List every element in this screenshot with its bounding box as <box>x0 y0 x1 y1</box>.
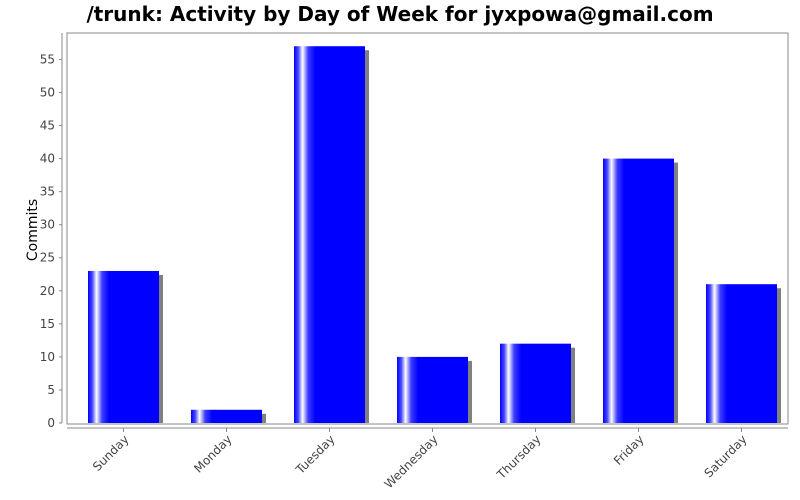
y-tick-label: 15 <box>40 317 55 331</box>
x-tick-label: Sunday <box>90 432 132 474</box>
x-tick-label: Tuesday <box>292 432 337 477</box>
x-tick-label: Thursday <box>494 432 544 482</box>
chart-title: /trunk: Activity by Day of Week for jyxp… <box>86 2 714 26</box>
y-tick-label: 50 <box>40 85 55 99</box>
bar-friday <box>603 158 674 424</box>
x-tick-label: Monday <box>191 432 234 475</box>
bar-thursday <box>500 343 571 423</box>
y-tick-label: 45 <box>40 119 55 133</box>
x-axis: Sunday Monday Tuesday Wednesday Thursday Frid… <box>67 427 788 491</box>
y-tick-label: 25 <box>40 251 55 265</box>
y-tick-label: 35 <box>40 185 55 199</box>
y-tick-label: 5 <box>47 383 55 397</box>
bars-group <box>88 46 781 424</box>
y-tick-label: 20 <box>40 284 55 298</box>
bar-tuesday <box>294 46 365 424</box>
x-tick-label: Wednesday <box>382 432 441 491</box>
y-tick-label: 40 <box>40 152 55 166</box>
y-axis: 0 5 10 15 20 25 30 35 40 45 50 55 <box>40 33 63 430</box>
y-tick-label: 55 <box>40 52 55 66</box>
x-tick-label: Saturday <box>701 432 749 480</box>
bar-saturday <box>706 284 777 423</box>
y-tick-label: 30 <box>40 218 55 232</box>
y-tick-label: 10 <box>40 350 55 364</box>
bar-wednesday <box>397 356 468 423</box>
y-axis-title: Commits <box>25 199 41 261</box>
y-tick-label: 0 <box>47 416 55 430</box>
bar-monday <box>191 409 262 423</box>
bar-sunday <box>88 270 159 423</box>
x-tick-label: Friday <box>611 432 647 468</box>
